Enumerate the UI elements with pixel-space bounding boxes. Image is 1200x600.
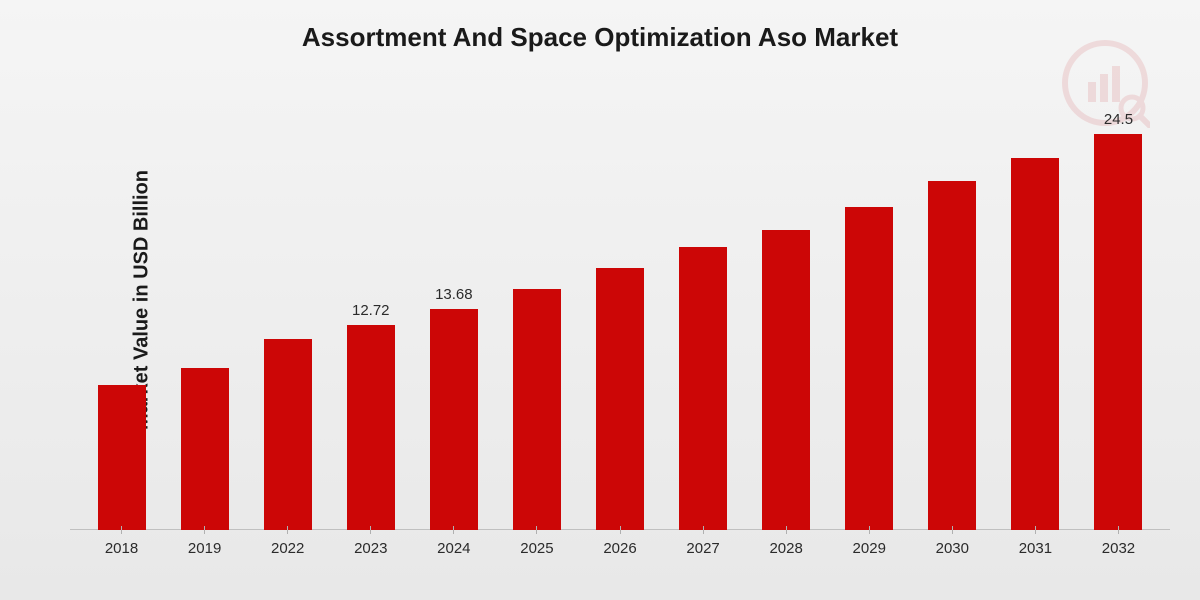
x-axis-label: 2024 xyxy=(412,540,495,557)
bar-slot xyxy=(662,110,745,530)
bar-slot xyxy=(80,110,163,530)
x-axis-label: 2028 xyxy=(745,540,828,557)
x-tick xyxy=(869,526,870,534)
bar-slot xyxy=(163,110,246,530)
bar xyxy=(762,230,810,530)
bar-value-label: 13.68 xyxy=(435,286,473,303)
x-tick xyxy=(287,526,288,534)
bar xyxy=(1094,134,1142,530)
bar xyxy=(679,247,727,530)
x-axis-label: 2018 xyxy=(80,540,163,557)
bar-slot: 13.68 xyxy=(412,110,495,530)
x-axis-label: 2030 xyxy=(911,540,994,557)
bar xyxy=(845,207,893,530)
x-tick xyxy=(121,526,122,534)
x-tick xyxy=(786,526,787,534)
chart-title: Assortment And Space Optimization Aso Ma… xyxy=(0,22,1200,53)
bar-slot xyxy=(745,110,828,530)
bar-slot: 12.72 xyxy=(329,110,412,530)
bar xyxy=(513,289,561,530)
x-tick xyxy=(952,526,953,534)
bar xyxy=(1011,158,1059,530)
x-axis-labels: 2018201920222023202420252026202720282029… xyxy=(70,540,1170,557)
x-axis-label: 2025 xyxy=(495,540,578,557)
x-tick xyxy=(1035,526,1036,534)
x-tick xyxy=(536,526,537,534)
x-axis-label: 2019 xyxy=(163,540,246,557)
plot-area: 12.72 13.68 24.5 xyxy=(70,110,1170,530)
bar-slot xyxy=(828,110,911,530)
bar-slot xyxy=(495,110,578,530)
x-tick xyxy=(453,526,454,534)
bar xyxy=(928,181,976,530)
bar xyxy=(430,309,478,530)
x-axis-label: 2026 xyxy=(578,540,661,557)
bar-slot xyxy=(911,110,994,530)
x-tick xyxy=(703,526,704,534)
bar-slot xyxy=(578,110,661,530)
x-axis-label: 2027 xyxy=(662,540,745,557)
bar-slot: 24.5 xyxy=(1077,110,1160,530)
bar-value-label: 24.5 xyxy=(1104,111,1133,128)
x-tick xyxy=(204,526,205,534)
bar-slot xyxy=(246,110,329,530)
x-axis-label: 2029 xyxy=(828,540,911,557)
bar-value-label: 12.72 xyxy=(352,302,390,319)
x-tick xyxy=(620,526,621,534)
bar xyxy=(264,339,312,530)
bar xyxy=(181,368,229,530)
bar xyxy=(98,385,146,530)
x-tick xyxy=(370,526,371,534)
x-axis-label: 2031 xyxy=(994,540,1077,557)
bar-slot xyxy=(994,110,1077,530)
x-axis-label: 2023 xyxy=(329,540,412,557)
x-axis-label: 2022 xyxy=(246,540,329,557)
bar xyxy=(596,268,644,530)
x-tick xyxy=(1118,526,1119,534)
x-axis-label: 2032 xyxy=(1077,540,1160,557)
bars-container: 12.72 13.68 24.5 xyxy=(70,110,1170,530)
bar xyxy=(347,325,395,530)
